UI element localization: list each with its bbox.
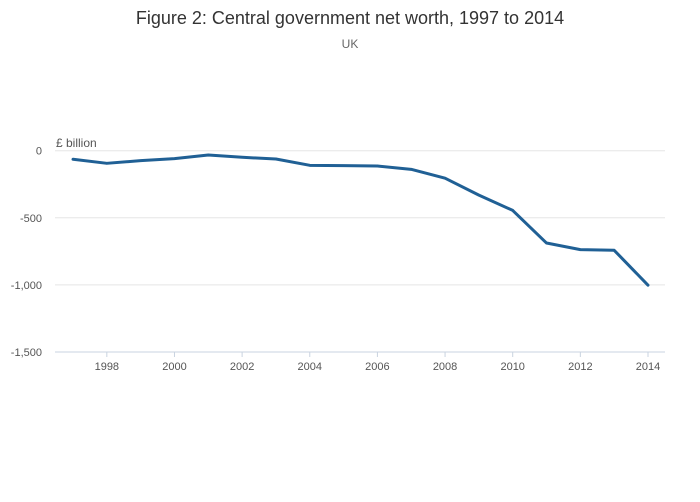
x-tick-label: 2006 [365,361,389,373]
x-tick-label: 2014 [636,361,660,373]
x-tick-label: 2000 [162,361,186,373]
y-tick-label: -500 [20,213,42,225]
chart-title: Figure 2: Central government net worth, … [136,8,564,28]
y-tick-label: -1,500 [11,347,42,359]
y-tick-label: -1,000 [11,280,42,292]
x-tick-label: 1998 [95,361,119,373]
y-tick-label: 0 [36,146,42,158]
chart-subtitle: UK [342,37,359,51]
x-tick-label: 2010 [500,361,524,373]
y-axis-label: £ billion [56,136,97,150]
x-tick-label: 2002 [230,361,254,373]
x-tick-label: 2012 [568,361,592,373]
x-tick-label: 2004 [298,361,322,373]
series-line [71,153,650,287]
x-tick-label: 2008 [433,361,457,373]
